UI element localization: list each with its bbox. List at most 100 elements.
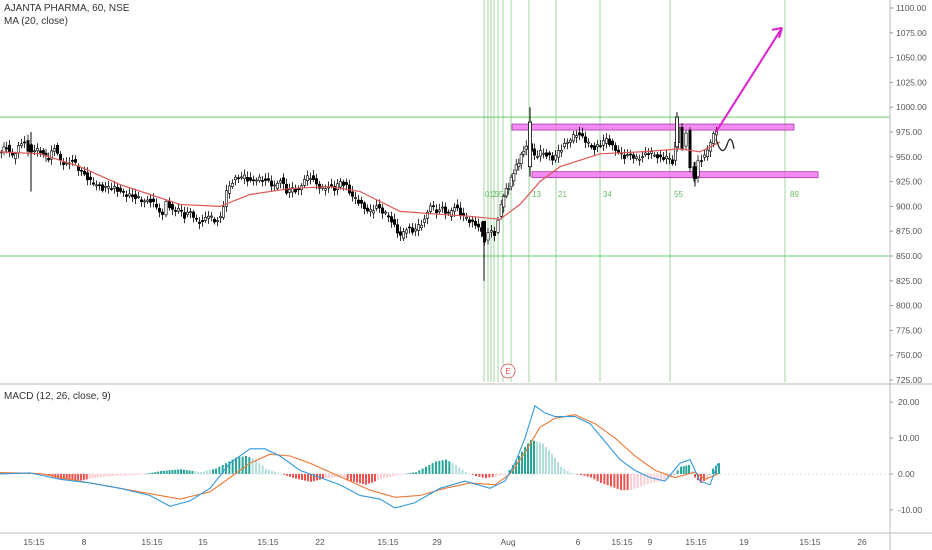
macd-tick-label: 20.00 [898, 397, 920, 407]
macd-histogram-bar [626, 473, 629, 491]
candle [464, 217, 468, 219]
candle [89, 176, 93, 180]
time-tick-label: 15:15 [611, 537, 633, 547]
price-tick-label: 800.00 [896, 301, 922, 311]
price-tick-label: 1000.00 [896, 102, 927, 112]
candle [565, 141, 569, 144]
candle [116, 186, 120, 192]
macd-histogram-bar [551, 454, 553, 474]
macd-histogram-bar [530, 439, 532, 474]
candle [207, 215, 211, 219]
macd-histogram-bar [114, 473, 117, 477]
price-zone-box [511, 123, 795, 131]
candle [705, 149, 709, 157]
candle [389, 216, 393, 223]
macd-histogram-bar [580, 473, 582, 476]
candle [476, 223, 480, 228]
event-marker [500, 363, 516, 379]
candle [19, 143, 23, 147]
macd-histogram-bar [623, 473, 626, 491]
candle [675, 116, 680, 148]
candle [504, 188, 508, 197]
macd-histogram-bar [350, 473, 352, 482]
macd-histogram-bar [120, 473, 122, 476]
candle [255, 179, 259, 182]
candle [119, 187, 123, 192]
candle [35, 148, 39, 152]
candle [305, 175, 309, 181]
macd-histogram-bar [481, 473, 484, 478]
macd-histogram-bar [91, 473, 94, 479]
candle [204, 217, 208, 221]
candle [562, 143, 566, 147]
macd-histogram-bar [292, 473, 294, 478]
ma-legend: MA (20, close) [4, 16, 68, 27]
candle [440, 206, 444, 209]
candle [634, 156, 638, 159]
macd-histogram-bar [168, 470, 171, 474]
macd-histogram-bar [174, 469, 177, 474]
candle [95, 184, 99, 187]
candle [213, 218, 217, 223]
candle [234, 176, 238, 181]
macd-histogram-bar [203, 471, 205, 474]
candle [52, 148, 56, 152]
macd-histogram-bar [191, 470, 194, 474]
price-tick-label: 950.00 [896, 152, 922, 162]
time-tick-label: Aug [500, 537, 515, 547]
macd-histogram-bar [380, 473, 382, 480]
candle [368, 209, 372, 212]
candle [47, 158, 51, 161]
macd-histogram-bar [60, 473, 62, 480]
macd-histogram-bar [603, 473, 606, 485]
macd-histogram-bar [593, 473, 596, 480]
candle [696, 160, 700, 178]
candle [586, 141, 590, 144]
macd-histogram-bar [356, 473, 358, 483]
macd-histogram-bar [709, 473, 711, 475]
macd-histogram-bar [478, 473, 481, 477]
macd-histogram-bar [261, 465, 264, 474]
candle [489, 230, 493, 233]
macd-histogram-bar [485, 473, 487, 479]
time-tick-label: 9 [648, 537, 653, 547]
candle [380, 207, 384, 214]
projection-arrow-shaft [715, 27, 783, 133]
macd-histogram-bar [125, 473, 128, 476]
candle [61, 162, 65, 165]
candle [467, 219, 471, 223]
candle [107, 186, 111, 189]
candle [461, 213, 465, 216]
candle [275, 183, 279, 189]
candle [449, 210, 453, 217]
candle [231, 183, 235, 187]
candle [192, 211, 196, 218]
candle [146, 199, 150, 202]
fib-time-label: 5 [499, 190, 504, 199]
candle [455, 204, 459, 209]
candle [371, 210, 375, 214]
macd-histogram-bar [682, 466, 685, 474]
macd-histogram-bar [325, 473, 327, 479]
macd-histogram-bar [610, 473, 612, 487]
macd-histogram-bar [231, 459, 234, 474]
candle [269, 180, 273, 187]
macd-histogram-bar [145, 473, 148, 475]
price-pane: 0123581321345589E [0, 0, 890, 382]
candle [22, 141, 26, 144]
candle [541, 152, 545, 155]
candle [228, 185, 232, 194]
macd-histogram-bar [518, 456, 520, 474]
candle [161, 211, 165, 215]
macd-histogram-bar [365, 473, 367, 485]
price-tick-label: 825.00 [896, 276, 922, 286]
candle [425, 211, 429, 219]
macd-histogram-bar [465, 472, 467, 474]
ma-line [0, 141, 721, 220]
candle [131, 194, 135, 198]
macd-histogram-bar [353, 473, 355, 482]
candle [401, 231, 405, 239]
macd-histogram-bar [248, 457, 251, 474]
candle [571, 134, 575, 142]
macd-histogram-bar [712, 468, 714, 474]
